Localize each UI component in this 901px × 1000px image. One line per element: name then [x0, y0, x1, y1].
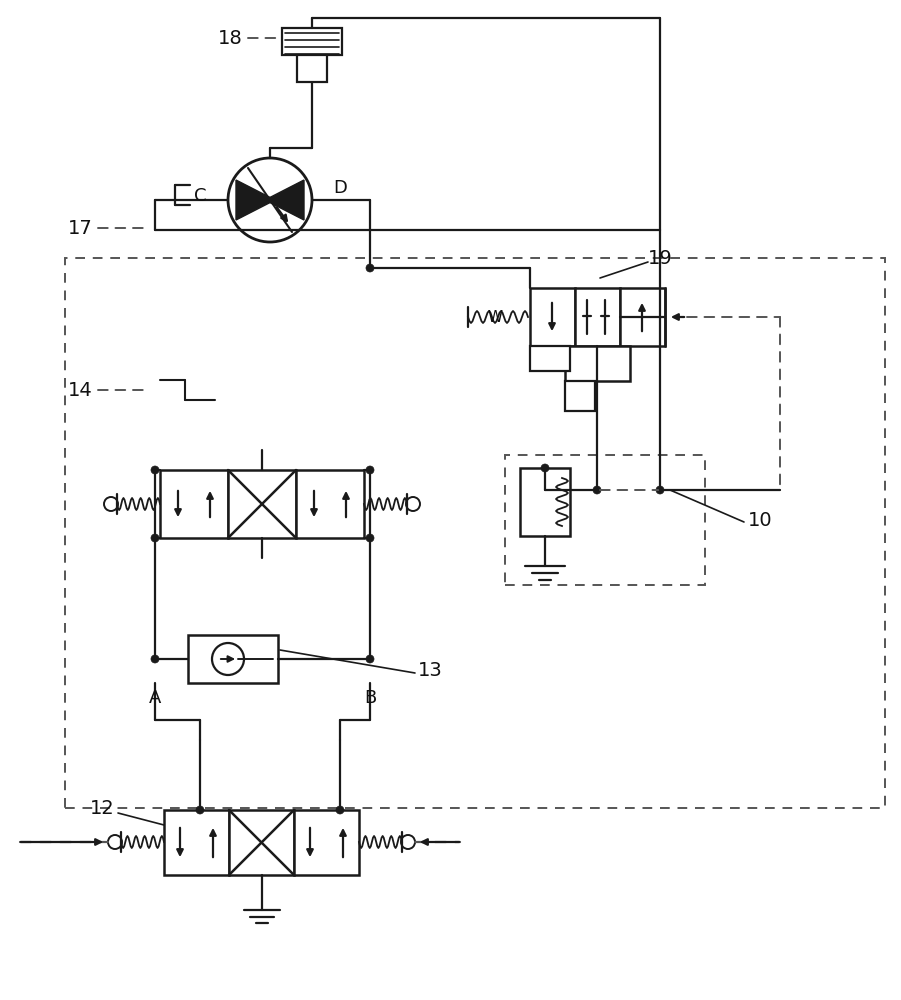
Bar: [160, 470, 228, 538]
Text: 19: 19: [648, 248, 672, 267]
Circle shape: [151, 466, 159, 474]
Bar: [530, 346, 570, 371]
Circle shape: [104, 497, 118, 511]
Text: 14: 14: [68, 380, 93, 399]
Circle shape: [541, 464, 549, 472]
Circle shape: [406, 497, 420, 511]
Bar: [228, 470, 296, 538]
Circle shape: [212, 643, 244, 675]
Text: 17: 17: [68, 219, 93, 237]
Bar: [520, 468, 570, 536]
Bar: [530, 288, 575, 346]
Circle shape: [366, 655, 374, 663]
Bar: [297, 55, 327, 82]
Circle shape: [151, 655, 159, 663]
Bar: [188, 635, 278, 683]
Text: C: C: [194, 187, 206, 205]
Bar: [296, 470, 364, 538]
Bar: [565, 346, 630, 381]
Bar: [282, 28, 342, 55]
Bar: [505, 455, 705, 585]
Text: 18: 18: [218, 28, 242, 47]
Bar: [620, 288, 665, 346]
Circle shape: [366, 534, 374, 542]
Polygon shape: [236, 180, 275, 220]
Circle shape: [366, 264, 374, 272]
Bar: [65, 258, 885, 808]
Text: A: A: [149, 689, 161, 707]
Circle shape: [366, 466, 374, 474]
Bar: [565, 381, 595, 411]
Circle shape: [593, 486, 601, 494]
Text: 13: 13: [418, 660, 442, 680]
Bar: [294, 810, 359, 875]
Circle shape: [151, 534, 159, 542]
Polygon shape: [265, 180, 304, 220]
Circle shape: [108, 835, 122, 849]
Text: D: D: [333, 179, 347, 197]
Bar: [229, 810, 294, 875]
Circle shape: [656, 486, 664, 494]
Bar: [575, 288, 620, 346]
Circle shape: [196, 806, 204, 814]
Text: B: B: [364, 689, 376, 707]
Text: 12: 12: [89, 798, 114, 818]
Circle shape: [336, 806, 344, 814]
Circle shape: [401, 835, 415, 849]
Text: W: W: [487, 310, 503, 324]
Circle shape: [228, 158, 312, 242]
Bar: [164, 810, 229, 875]
Text: 10: 10: [748, 510, 772, 530]
